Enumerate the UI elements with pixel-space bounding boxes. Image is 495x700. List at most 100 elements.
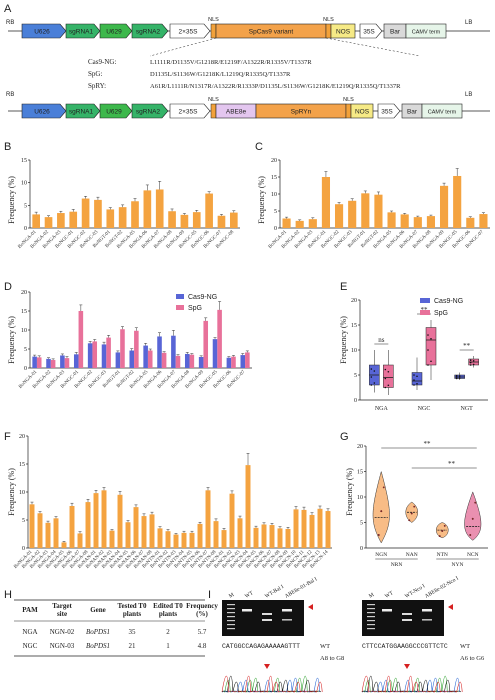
rb-label: RB [6,20,14,26]
gel-band [262,619,272,621]
d-bar-cas9ng [157,336,162,368]
gel-band [282,619,292,621]
y-axis-label-d: Frequency (%) [7,316,16,364]
sgrna2-shape [131,23,169,39]
c-bar [453,175,462,228]
gel-image [222,600,304,636]
f-bar [253,527,259,548]
g-point [441,530,444,532]
sgrna2-2-shape [131,103,169,119]
d-bar-cas9ng [115,352,121,368]
gel-lane-label: ABE8e-02-Nco I [424,576,460,600]
d-bar-cas9ng [87,343,93,368]
table-cell: 5.7 [198,628,207,636]
d-bar-spg [78,311,84,368]
e-point [373,382,376,384]
sgrna1-2-shape [65,103,101,119]
table-header-line2: plants [159,610,178,618]
e-point [370,376,373,378]
mutation-name-spry: SpRY: [88,82,106,90]
c-y-tick-label: 10 [271,192,277,198]
gel-band [382,609,392,612]
f-bar [149,514,155,548]
c-y-tick-label: 20 [271,158,277,164]
mutation-list: Cas9-NG: L1111R/D1135V/G1218R/E1219F/A13… [88,58,401,90]
gel-marker-band [227,608,235,610]
camv-terminator-label: CAMV term [412,30,441,36]
c-bar [361,193,370,228]
g-point [410,512,413,515]
c-bar [348,200,357,228]
f-bar [245,465,251,548]
d-bar-cas9ng [212,339,218,368]
e-point [455,376,458,378]
gel-lane-label: WT-Nco I [404,583,426,599]
d-y-tick-label: 5 [24,347,27,353]
abe8e-label: ABE8e [226,109,247,116]
f-bar [237,518,243,548]
gel-marker-band [227,616,235,618]
panel-e: E Frequency (%) 05101520NGAnsNGC**NGT** … [339,281,488,412]
b-bar [106,209,115,228]
e-point [472,363,475,366]
f-bar [221,530,227,548]
d-bar-spg [231,356,236,368]
panel-label-e: E [340,281,347,293]
panel-i: I M WT WT-Bal I ABE8e-01-Bal I CATGGCCAGAGAA… [208,576,485,693]
c-bar [334,204,344,228]
b-bar [94,199,102,228]
table-cell: BoPDS1 [86,642,110,650]
panel-label-g: G [340,431,349,443]
e-point [373,370,376,372]
e-y-tick-label: 5 [354,373,357,379]
chart-f: 05101520BoNGA-01BoNGA-02BoNGA-03BoNGA-04… [13,434,332,570]
ca2x35s-promoter-2-label: 2×35S [179,109,199,116]
nls-2-shape [325,23,332,39]
c-bar [308,219,317,228]
f-bar [77,533,83,548]
f-y-tick-label: 5 [22,518,25,524]
g-y-tick-label: 20 [357,444,363,450]
nls-4-label: NLS [343,97,354,103]
d-bar-spg [189,354,195,368]
gel-left: M WT WT-Bal I ABE8e-01-Bal I CATGGCCAGAGAAAA… [221,576,344,693]
panel-label-c: C [255,141,263,153]
e-point [427,349,429,351]
sequence-text: CTTCCATGGAAGGCCCGTTCTC [362,643,448,650]
f-bar [125,522,131,548]
f-y-tick-label: 10 [19,490,25,496]
legend-d: Cas9-NG SpG [176,294,217,312]
g-point [408,519,411,522]
g-point [469,534,472,536]
table-header: Target [52,602,72,610]
legend-label-cas9ng: Cas9-NG [188,294,217,301]
mutation-text-spry: A61R/L1111R/N1317R/A1322R/R1333P/D1135L/… [150,83,401,90]
g-point [438,535,441,537]
chromatogram-trace [361,675,459,693]
f-bar [269,525,275,548]
f-bar [69,506,75,548]
g-point [382,486,385,489]
chromatogram-trace [361,677,460,693]
u626-promoter-2-label: U626 [34,109,50,116]
d-y-tick-label: 10 [21,328,27,334]
f-bar [173,534,179,548]
f-y-tick-label: 15 [19,462,25,468]
e-y-tick-label: 15 [351,323,357,329]
legend-label-e-spg: SpG [434,310,448,317]
d-bar-spg [147,350,153,368]
table-cell: NGC [23,642,38,650]
d-bar-cas9ng [101,344,107,368]
g-category-label: NCN [467,552,479,558]
ca2x35s-promoter-shape [169,23,211,39]
sgrna1-2-label: sgRNA1 [69,109,94,116]
e-point [455,374,458,377]
gel-band [422,609,432,612]
f-bar [189,532,195,548]
bar-gene-label: Bar [390,29,401,36]
e-category-label: NGC [418,406,431,412]
panel-label-i: I [208,589,211,601]
e-point [416,382,418,385]
